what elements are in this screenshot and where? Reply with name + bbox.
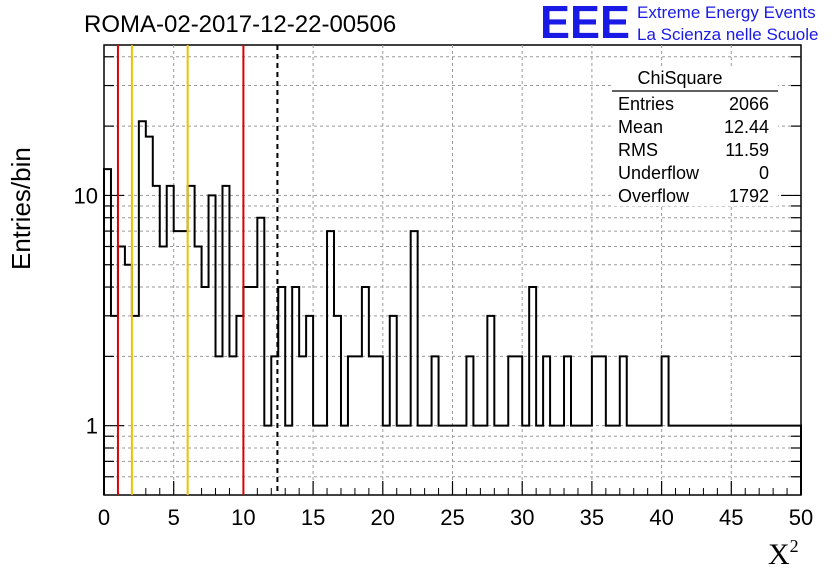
stats-value-rms: 11.59 <box>725 140 769 160</box>
histogram-bin <box>153 186 160 495</box>
histogram-bin <box>306 316 313 495</box>
histogram-bin <box>139 121 146 495</box>
histogram-bin <box>292 287 299 495</box>
eee-logo: EEE Extreme Energy Events La Scienza nel… <box>540 0 818 48</box>
marker-lines <box>116 45 279 495</box>
x-tick-label: 20 <box>371 505 395 530</box>
histogram-bin <box>327 231 334 495</box>
histogram-bin <box>250 287 257 495</box>
x-axis-label-main: X <box>768 538 790 571</box>
stats-box: ChiSquare Entries 2066 Mean 12.44 RMS 11… <box>612 68 778 206</box>
histogram-bin <box>160 246 167 495</box>
histogram-bin <box>118 246 125 495</box>
x-tick-label: 15 <box>301 505 325 530</box>
stats-label-entries: Entries <box>618 94 674 114</box>
histogram-bin <box>125 265 132 495</box>
histogram-bin <box>236 316 243 495</box>
histogram-bin <box>334 316 341 495</box>
x-tick-label: 35 <box>580 505 604 530</box>
x-tick-label: 5 <box>168 505 180 530</box>
histogram-outline <box>103 120 802 495</box>
y-tick-label: 10 <box>74 183 98 208</box>
histogram-bin <box>278 287 285 495</box>
histogram-bin <box>188 186 195 495</box>
stats-label-overflow: Overflow <box>618 186 690 206</box>
stats-label-underflow: Underflow <box>618 163 700 183</box>
x-tick-label: 10 <box>231 505 255 530</box>
x-tick-label: 0 <box>98 505 110 530</box>
x-tick-label: 25 <box>440 505 464 530</box>
histogram-bin <box>132 316 139 495</box>
histogram-bin <box>529 287 536 495</box>
y-axis-label: Entries/bin <box>6 147 36 270</box>
stats-value-underflow: 0 <box>759 163 769 183</box>
histogram-bars <box>103 120 802 495</box>
x-tick-label: 50 <box>789 505 813 530</box>
histogram-bin <box>243 287 250 495</box>
stats-label-mean: Mean <box>618 117 663 137</box>
histogram-bin <box>111 316 118 495</box>
run-title: ROMA-02-2017-12-22-00506 <box>84 11 396 38</box>
x-tick-label: 45 <box>719 505 743 530</box>
logo-line-2: La Scienza nelle Scuole <box>637 25 818 44</box>
tick-labels: 0 5 10 15 20 25 30 35 40 45 50 1 10 <box>74 183 814 530</box>
logo-line-1: Extreme Energy Events <box>637 3 816 22</box>
histogram-bin <box>222 186 229 495</box>
histogram-bin <box>487 316 494 495</box>
histogram-bin <box>174 231 181 495</box>
histogram-bin <box>195 246 202 495</box>
histogram-bin <box>202 287 209 495</box>
histogram-bin <box>390 316 397 495</box>
histogram-bin <box>181 231 188 495</box>
stats-value-entries: 2066 <box>729 94 769 114</box>
stats-label-rms: RMS <box>618 140 658 160</box>
stats-value-mean: 12.44 <box>724 117 769 137</box>
logo-mark: EEE <box>540 0 630 48</box>
x-tick-label: 30 <box>510 505 534 530</box>
x-axis-label: X2 <box>768 536 799 571</box>
stats-title: ChiSquare <box>637 68 722 88</box>
histogram-bin <box>167 186 174 495</box>
stats-value-overflow: 1792 <box>729 186 769 206</box>
histogram-bin <box>411 231 418 495</box>
x-tick-label: 40 <box>649 505 673 530</box>
histogram-bin <box>209 195 216 495</box>
x-axis-label-sup: 2 <box>790 536 799 556</box>
histogram-bin <box>362 287 369 495</box>
y-tick-label: 1 <box>86 414 98 439</box>
